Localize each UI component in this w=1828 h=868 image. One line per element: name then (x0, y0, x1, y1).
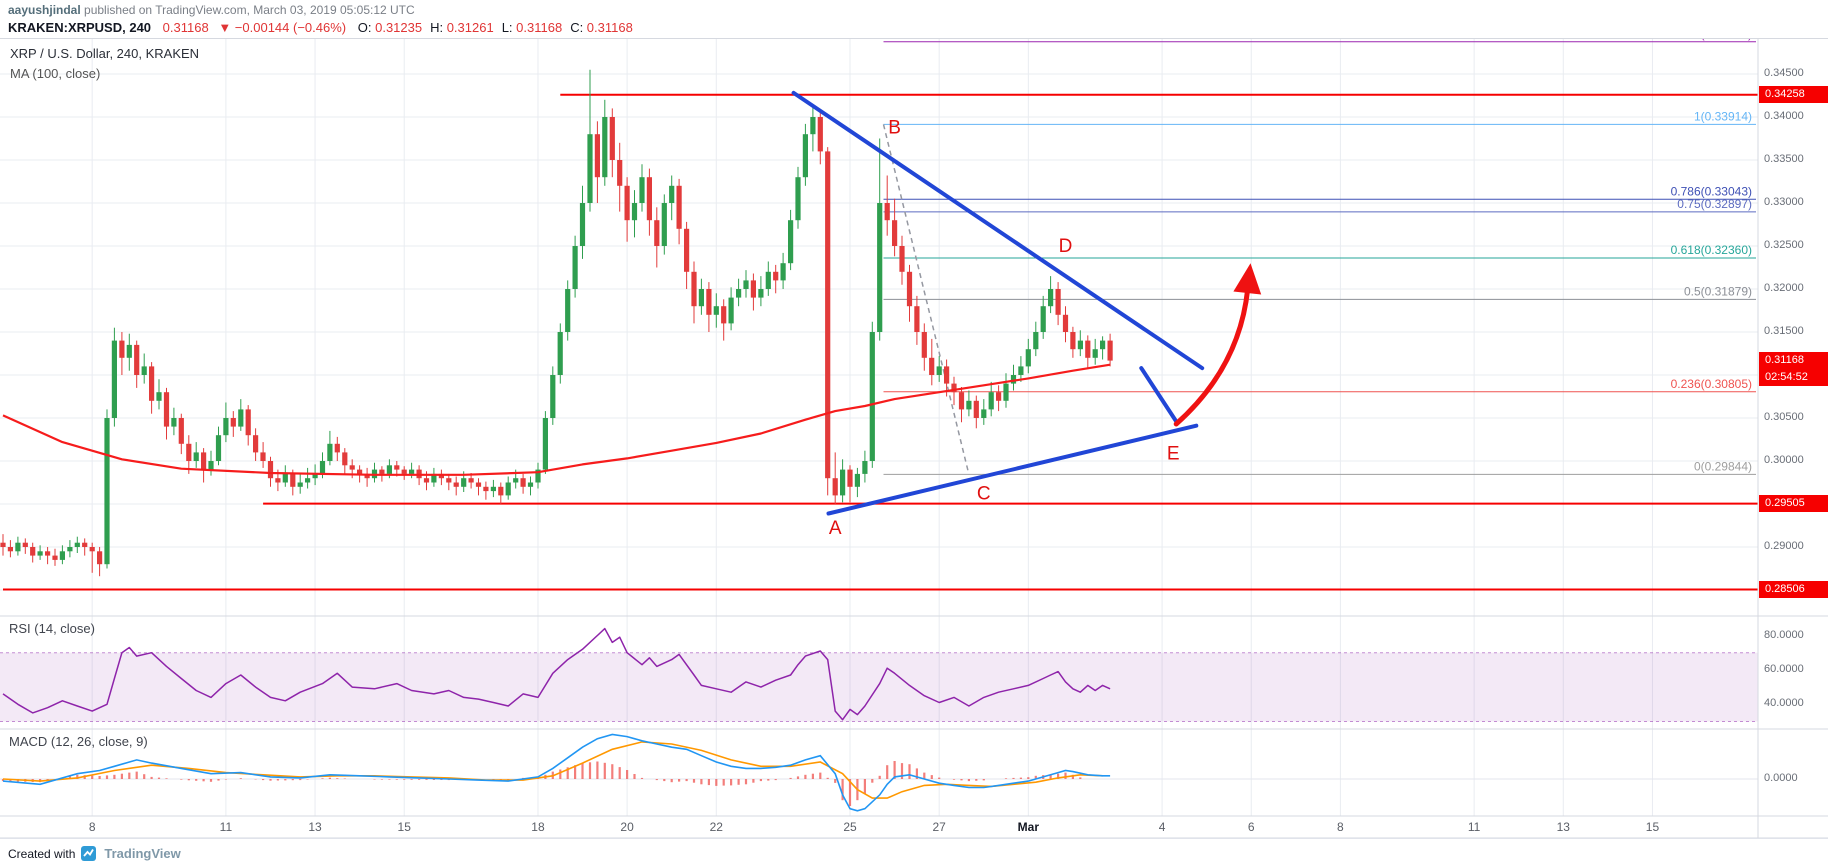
wave-label-d: D (1059, 236, 1073, 257)
fib-level-label: 0.786(0.33043) (1671, 184, 1752, 198)
fib-level-label: 1(0.33914) (1694, 109, 1752, 123)
wave-label-a: A (829, 518, 842, 539)
byline-author: aayushjindal (8, 3, 81, 17)
price-flag: 0.28506 (1759, 580, 1828, 598)
horizontal-rays[interactable] (3, 93, 1758, 591)
rsi-line[interactable] (2, 627, 1111, 721)
symbol-interval: KRAKEN:XRPUSD, 240 (8, 20, 152, 35)
chart-canvas[interactable]: 1.236(0.34874)1(0.33914)0.786(0.33043)0.… (0, 38, 1828, 838)
footer-text: Created with (8, 846, 76, 861)
ohlc-values: O: 0.31235 H: 0.31261 L: 0.31168 C: 0.31168 (350, 20, 633, 35)
price-tick-label: 0.29000 (1764, 540, 1804, 552)
time-tick-label: 8 (1337, 820, 1344, 834)
fib-level-label: 0.5(0.31879) (1684, 284, 1752, 298)
macd-tick-label: 0.0000 (1764, 772, 1798, 784)
ohlc-key: O: (357, 20, 372, 35)
rsi-band (0, 652, 1758, 722)
ohlc-key: L: (501, 20, 513, 35)
ticker-line: KRAKEN:XRPUSD, 240 0.31168 ▼ −0.00144 (−… (8, 20, 633, 35)
footer: Created with TradingView (0, 838, 1828, 868)
projection-arrow[interactable] (1173, 263, 1262, 427)
fib-level-label: 0.75(0.32897) (1677, 197, 1752, 211)
price-tick-label: 0.34000 (1764, 110, 1804, 122)
rsi-tick-label: 80.0000 (1764, 628, 1804, 641)
price-tick-label: 0.30000 (1764, 454, 1804, 466)
fib-level-label: 0.618(0.32360) (1671, 243, 1752, 257)
price-flag: 0.31168 (1759, 352, 1828, 370)
panel-frames (0, 38, 1828, 838)
macd-signal-line[interactable] (2, 741, 1103, 799)
countdown-flag: 02:54:52 (1759, 369, 1828, 387)
time-tick-label: Mar (1017, 820, 1039, 834)
byline-text: published on TradingView.com, March 03, … (80, 3, 415, 17)
ma-legend[interactable]: MA (100, close) (10, 66, 101, 81)
price-tick-label: 0.34500 (1764, 67, 1804, 79)
time-tick-label: 18 (531, 820, 545, 834)
price-tick-label: 0.33500 (1764, 153, 1804, 165)
rsi-tick-label: 60.0000 (1764, 662, 1804, 675)
fib-level-label: 0(0.29844) (1694, 459, 1752, 473)
time-tick-label: 11 (1467, 820, 1481, 834)
price-flag: 0.29505 (1759, 495, 1828, 513)
price-tick-label: 0.33000 (1764, 196, 1804, 208)
byline: aayushjindal published on TradingView.co… (8, 3, 415, 17)
time-tick-label: 4 (1158, 820, 1166, 834)
macd-legend[interactable]: MACD (12, 26, close, 9) (9, 734, 148, 749)
ma100-line[interactable] (2, 363, 1111, 476)
chart-legend-title[interactable]: XRP / U.S. Dollar, 240, KRAKEN (10, 46, 200, 61)
time-tick-label: 15 (1645, 820, 1660, 834)
macd-histogram (1, 761, 1082, 806)
ohlc-value: 0.31261 (443, 20, 494, 35)
time-tick-label: 22 (709, 820, 723, 834)
fib-level-label: 1.236(0.34874) (1671, 38, 1752, 41)
price-tick-label: 0.30500 (1764, 411, 1804, 423)
ohlc-key: H: (430, 20, 444, 35)
trendlines[interactable] (791, 90, 1205, 516)
fib-level-label: 0.236(0.30805) (1671, 377, 1752, 391)
time-tick-label: 11 (219, 820, 233, 834)
time-tick-label: 8 (88, 820, 96, 834)
price-change: ▼ −0.00144 (−0.46%) (218, 20, 347, 35)
time-tick-label: 27 (932, 820, 946, 834)
time-tick-label: 6 (1247, 820, 1255, 834)
macd-line[interactable] (2, 733, 1111, 812)
tradingview-link[interactable]: TradingView (104, 846, 181, 861)
last-price: 0.31168 (162, 20, 209, 35)
price-tick-label: 0.32500 (1764, 239, 1804, 251)
price-tick-label: 0.32000 (1764, 282, 1804, 294)
rsi-legend[interactable]: RSI (14, close) (9, 621, 95, 636)
rsi-tick-label: 40.0000 (1764, 697, 1804, 710)
fib-retracement[interactable]: 1.236(0.34874)1(0.33914)0.786(0.33043)0.… (883, 38, 1757, 475)
price-tick-label: 0.31500 (1764, 325, 1804, 337)
ohlc-value: 0.31168 (583, 20, 633, 35)
wave-label-b: B (888, 117, 901, 138)
fib-base-dashed-line (882, 124, 970, 475)
candles-layer (0, 69, 1113, 577)
tradingview-logo-icon[interactable] (81, 845, 98, 862)
wave-label-e: E (1167, 443, 1180, 464)
time-tick-label: 15 (397, 820, 411, 834)
ohlc-key: C: (570, 20, 584, 35)
time-tick-label: 20 (620, 820, 634, 834)
time-tick-label: 13 (308, 820, 322, 834)
wave-label-c: C (977, 484, 991, 505)
wave-labels: A B C D E (829, 117, 1180, 539)
time-tick-label: 25 (843, 820, 857, 834)
price-flag: 0.34258 (1759, 86, 1828, 104)
time-tick-label: 13 (1556, 820, 1570, 834)
ohlc-value: 0.31235 (371, 20, 423, 35)
ohlc-value: 0.31168 (512, 20, 563, 35)
